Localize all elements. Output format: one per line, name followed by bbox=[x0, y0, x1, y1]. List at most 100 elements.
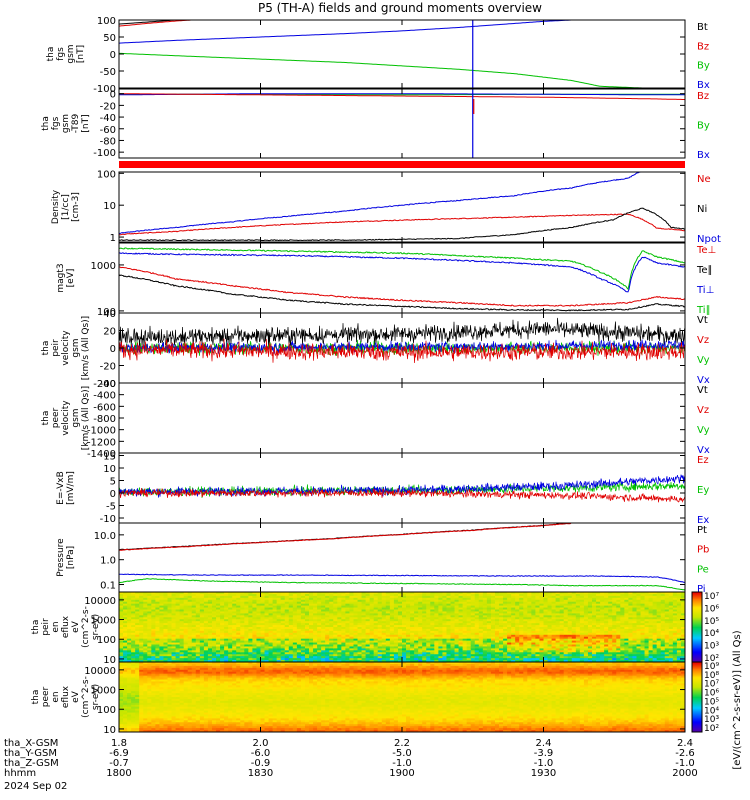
spectrogram-cell bbox=[531, 607, 537, 611]
spectrogram-cell bbox=[260, 648, 266, 651]
spectrogram-cell bbox=[300, 615, 306, 618]
spectrogram-cell bbox=[256, 617, 262, 620]
spectrogram-cell bbox=[523, 621, 528, 624]
spectrogram-cell bbox=[418, 601, 423, 605]
spectrogram-cell bbox=[183, 650, 189, 653]
spectrogram-cell bbox=[397, 656, 403, 659]
spectrogram-cell bbox=[393, 607, 399, 611]
spectrogram-cell bbox=[333, 609, 338, 613]
spectrogram-cell bbox=[256, 615, 262, 618]
spectrogram-cell bbox=[640, 599, 646, 603]
spectrogram-cell bbox=[333, 656, 338, 659]
spectrogram-cell bbox=[551, 644, 557, 648]
spectrogram-cell bbox=[482, 628, 488, 632]
spectrogram-cell bbox=[373, 656, 379, 659]
spectrogram-cell bbox=[224, 617, 229, 620]
spectrogram-cell bbox=[454, 619, 460, 622]
spectrogram-cell bbox=[442, 625, 448, 628]
spectrogram-cell bbox=[418, 660, 423, 662]
spectrogram-cell bbox=[583, 609, 589, 613]
spectrogram-cell bbox=[466, 632, 472, 636]
spectrogram-cell bbox=[252, 625, 258, 628]
spectrogram-cell bbox=[284, 660, 290, 662]
spectrogram-cell bbox=[183, 603, 189, 607]
spectrogram-cell bbox=[567, 609, 573, 613]
spectrogram-cell bbox=[482, 646, 488, 649]
spectrogram-cell bbox=[397, 613, 403, 616]
spectrogram-cell bbox=[466, 605, 472, 609]
spectrogram-cell bbox=[248, 650, 254, 653]
spectrogram-cell bbox=[276, 611, 282, 614]
spectrogram-cell bbox=[402, 634, 407, 638]
spectrogram-cell bbox=[224, 595, 229, 599]
spectrogram-cell bbox=[171, 646, 177, 649]
spectrogram-cell bbox=[442, 611, 448, 614]
spectrogram-cell bbox=[527, 603, 532, 607]
spectrogram-cell bbox=[151, 648, 156, 651]
spectrogram-cell bbox=[317, 642, 322, 646]
spectrogram-cell bbox=[163, 660, 169, 662]
spectrogram-cell bbox=[462, 617, 468, 620]
spectrogram-cell bbox=[567, 601, 573, 605]
spectrogram-cell bbox=[402, 656, 407, 659]
spectrogram-cell bbox=[604, 621, 609, 624]
spectrogram-cell bbox=[175, 646, 181, 649]
spectrogram-cell bbox=[583, 646, 589, 649]
spectrogram-cell bbox=[135, 660, 140, 662]
spectrogram-cell bbox=[292, 630, 298, 634]
spectrogram-cell bbox=[292, 650, 298, 653]
spectrogram-cell bbox=[389, 625, 395, 628]
spectrogram-cell bbox=[377, 623, 383, 626]
spectrogram-cell bbox=[357, 654, 363, 657]
spectrogram-cell bbox=[300, 601, 306, 605]
spectrogram-cell bbox=[284, 603, 290, 607]
spectrogram-cell bbox=[543, 597, 549, 601]
spectrogram-cell bbox=[280, 623, 286, 626]
spectrogram-cell bbox=[199, 611, 205, 614]
spectrogram-cell bbox=[604, 648, 609, 651]
spectrogram-cell bbox=[583, 617, 589, 620]
spectrogram-cell bbox=[317, 592, 322, 595]
spectrogram-cell bbox=[583, 615, 589, 618]
spectrogram-cell bbox=[309, 615, 314, 618]
spectrogram-cell bbox=[119, 642, 124, 646]
spectrogram-cell bbox=[365, 625, 371, 628]
spectrogram-cell bbox=[228, 650, 233, 653]
spectrogram-cell bbox=[592, 638, 597, 642]
y-tick-label: -800 bbox=[93, 414, 116, 425]
spectrogram-cell bbox=[329, 650, 334, 653]
spectrogram-cell bbox=[361, 603, 367, 607]
spectrogram-cell bbox=[393, 595, 399, 599]
spectrogram-cell bbox=[321, 599, 326, 603]
spectrogram-cell bbox=[232, 607, 237, 611]
spectrogram-cell bbox=[523, 597, 528, 601]
spectrogram-cell bbox=[620, 638, 625, 642]
spectrogram-cell bbox=[397, 630, 403, 634]
spectrogram-cell bbox=[272, 595, 278, 599]
spectrogram-cell bbox=[430, 632, 435, 636]
spectrogram-cell bbox=[462, 627, 468, 630]
spectrogram-cell bbox=[143, 611, 148, 614]
spectrogram-cell bbox=[228, 592, 233, 595]
spectrogram-cell bbox=[183, 656, 189, 659]
spectrogram-cell bbox=[499, 593, 504, 597]
spectrogram-cell bbox=[571, 638, 577, 642]
spectrogram-cell bbox=[466, 654, 472, 657]
spectrogram-cell bbox=[527, 642, 532, 646]
spectrogram-cell bbox=[462, 611, 468, 614]
spectrogram-cell bbox=[515, 627, 520, 630]
spectrogram-cell bbox=[466, 611, 472, 614]
spectrogram-cell bbox=[559, 650, 565, 653]
spectrogram-cell bbox=[288, 652, 294, 655]
spectrogram-cell bbox=[640, 593, 646, 597]
spectrogram-cell bbox=[276, 597, 282, 601]
spectrogram-cell bbox=[422, 636, 427, 640]
spectrogram-cell bbox=[365, 597, 371, 601]
spectrogram-cell bbox=[450, 656, 456, 659]
spectrogram-cell bbox=[410, 623, 415, 626]
spectrogram-cell bbox=[329, 625, 334, 628]
spectrogram-cell bbox=[450, 628, 456, 632]
spectrogram-cell bbox=[296, 627, 302, 630]
spectrogram-cell bbox=[640, 603, 646, 607]
spectrogram-cell bbox=[191, 660, 197, 662]
